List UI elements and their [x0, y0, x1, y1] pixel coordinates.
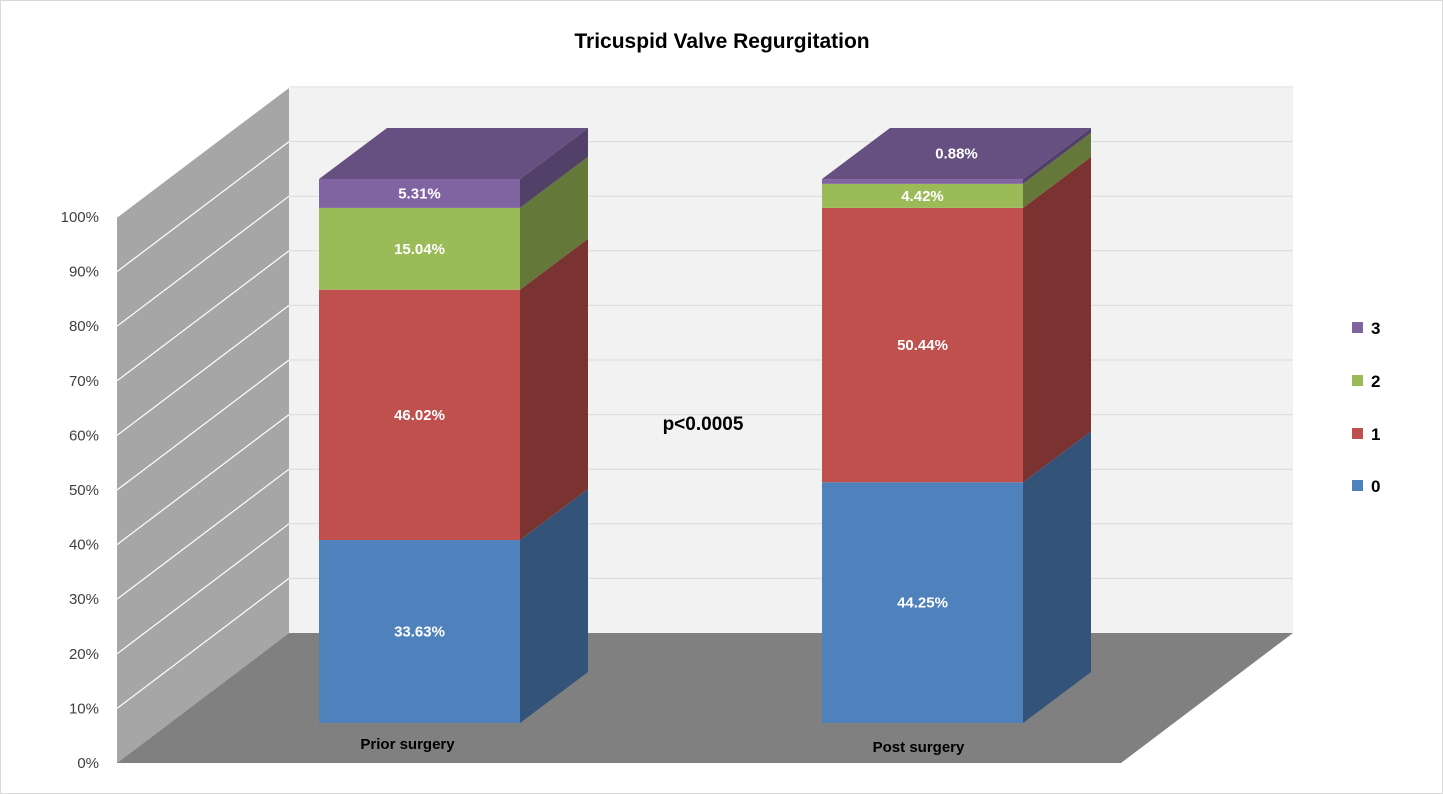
- bar-side-3: [520, 128, 588, 208]
- data-label-series-3: 5.31%: [398, 185, 441, 202]
- data-label-series-2: 4.42%: [901, 188, 944, 205]
- bar-side-1: [1023, 156, 1091, 483]
- y-tick-label: 100%: [61, 209, 99, 226]
- side-gridline: [116, 468, 290, 600]
- bar-side-0: [1023, 431, 1091, 723]
- bar-top-3: [822, 128, 1091, 180]
- side-gridline: [116, 195, 290, 327]
- bar-side-2: [520, 156, 588, 290]
- chart-floor: [117, 633, 1293, 763]
- legend-label-2: 2: [1371, 372, 1380, 391]
- category-label: Prior surgery: [360, 736, 455, 753]
- y-tick-label: 90%: [69, 264, 99, 281]
- bar-side-3: [1023, 128, 1091, 184]
- bar-side-0: [520, 489, 588, 723]
- bar-segment-1: [822, 207, 1023, 483]
- bar-segment-1: [319, 289, 520, 541]
- data-label-series-3: 0.88%: [935, 146, 978, 163]
- bar-segment-3: [319, 179, 520, 208]
- side-gridline: [116, 359, 290, 491]
- bar-segment-2: [319, 207, 520, 290]
- y-tick-label: 50%: [69, 482, 99, 499]
- y-tick-label: 0%: [77, 755, 99, 772]
- p-value-annotation: p<0.0005: [663, 414, 744, 435]
- y-tick-label: 60%: [69, 427, 99, 444]
- side-gridline: [116, 577, 290, 709]
- legend-swatch-3: [1352, 322, 1363, 333]
- side-gridline: [116, 304, 290, 436]
- legend-swatch-0: [1352, 480, 1363, 491]
- data-label-series-1: 50.44%: [897, 337, 948, 354]
- bar-side-2: [1023, 132, 1091, 208]
- side-gridline: [116, 414, 290, 546]
- bar-segment-0: [822, 482, 1023, 723]
- side-gridline: [116, 523, 290, 655]
- data-label-series-0: 44.25%: [897, 595, 948, 612]
- data-label-series-1: 46.02%: [394, 407, 445, 424]
- legend-label-1: 1: [1371, 425, 1380, 444]
- legend-label-0: 0: [1371, 477, 1380, 496]
- legend-swatch-2: [1352, 375, 1363, 386]
- data-label-series-0: 33.63%: [394, 624, 445, 641]
- bar-top-3: [319, 128, 588, 179]
- side-gridline: [116, 141, 290, 273]
- data-label-series-2: 15.04%: [394, 241, 445, 258]
- chart-title: Tricuspid Valve Regurgitation: [574, 30, 869, 53]
- bar-segment-3: [822, 179, 1023, 184]
- category-label: Post surgery: [873, 739, 965, 756]
- y-tick-label: 30%: [69, 591, 99, 608]
- y-tick-label: 10%: [69, 700, 99, 717]
- bar-side-1: [520, 238, 588, 541]
- side-gridline: [116, 250, 290, 382]
- legend-label-3: 3: [1371, 319, 1380, 338]
- bar-segment-2: [822, 183, 1023, 208]
- y-tick-label: 80%: [69, 318, 99, 335]
- y-tick-label: 40%: [69, 537, 99, 554]
- side-gridline: [116, 86, 290, 218]
- bar-segment-0: [319, 540, 520, 723]
- legend-swatch-1: [1352, 428, 1363, 439]
- y-tick-label: 20%: [69, 646, 99, 663]
- y-tick-label: 70%: [69, 373, 99, 390]
